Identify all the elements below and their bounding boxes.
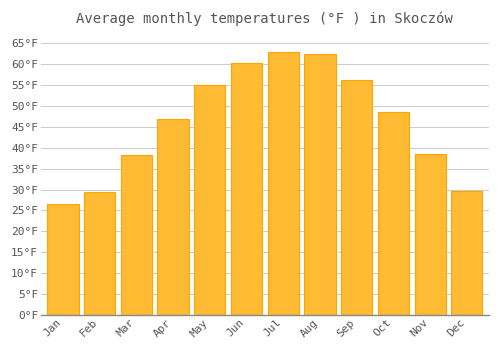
Bar <box>268 52 299 315</box>
Bar <box>48 204 78 315</box>
Bar <box>378 112 409 315</box>
Bar <box>341 80 372 315</box>
Bar <box>414 154 446 315</box>
Bar <box>194 85 226 315</box>
Bar <box>451 191 482 315</box>
Bar <box>304 54 336 315</box>
Bar <box>158 119 188 315</box>
Bar <box>121 155 152 315</box>
Title: Average monthly temperatures (°F ) in Skoczów: Average monthly temperatures (°F ) in Sk… <box>76 11 454 26</box>
Bar <box>84 193 115 315</box>
Bar <box>231 63 262 315</box>
